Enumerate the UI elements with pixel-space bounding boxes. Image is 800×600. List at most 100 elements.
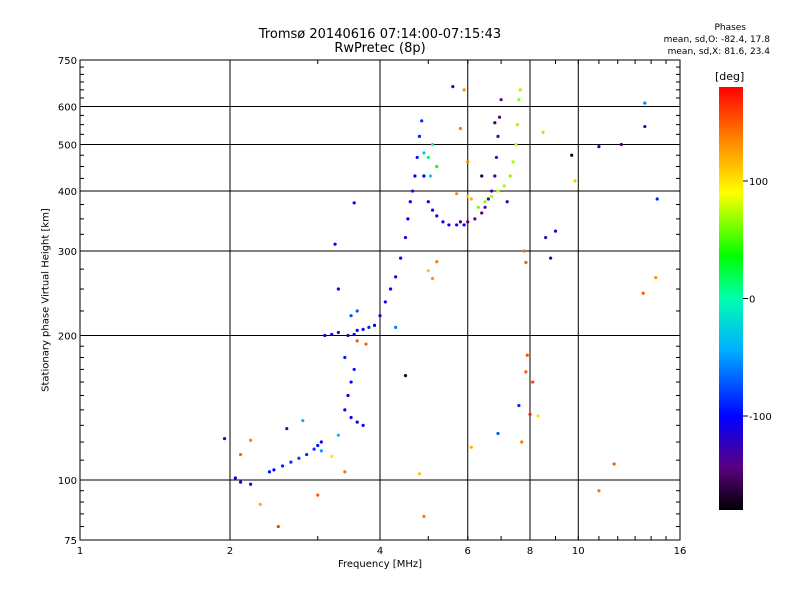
scatter-point-o <box>233 476 237 480</box>
scatter-point-x <box>469 197 473 201</box>
scatter-point-o <box>422 174 426 178</box>
scatter-point-scattered <box>403 374 408 378</box>
scatter-point-o <box>361 423 365 427</box>
scatter-point-o <box>415 155 419 160</box>
scatter-point-o <box>394 275 398 279</box>
scatter-point-x <box>426 155 430 160</box>
phase-statistics: Phases mean, sd,O: -82.4, 17.8 mean, sd,… <box>560 22 770 58</box>
scatter-point-scattered <box>352 201 356 205</box>
scatter-point-x <box>480 211 484 215</box>
scatter-point-o <box>280 464 285 468</box>
scatter-point-o <box>462 223 466 227</box>
scatter-point-x <box>517 98 521 102</box>
scatter-point-scattered <box>654 276 658 280</box>
scatter-point-o <box>323 333 327 338</box>
scatter-point-x <box>486 197 490 201</box>
scatter-point-scattered <box>276 524 280 529</box>
data-points <box>222 85 659 529</box>
scatter-point-scattered <box>466 160 470 164</box>
scatter-point-x <box>514 142 518 147</box>
x-tick-label: 10 <box>572 546 585 557</box>
scatter-point-scattered <box>301 418 305 423</box>
scatter-point-o <box>238 480 243 484</box>
scatter-point-o <box>343 355 347 360</box>
chart-subtitle: RwPretec (8p) <box>334 41 426 56</box>
scatter-point-o <box>410 189 415 193</box>
scatter-point-o <box>388 287 393 291</box>
scatter-point-o <box>378 314 382 318</box>
scatter-point-x <box>435 164 439 169</box>
scatter-point-scattered <box>643 101 647 105</box>
scatter-point-scattered <box>597 145 601 149</box>
scatter-point-o <box>249 482 253 486</box>
x-tick-label: 16 <box>674 546 687 557</box>
y-tick-label: 100 <box>58 476 77 487</box>
x-tick-label: 8 <box>527 546 533 557</box>
x-tick-label: 2 <box>227 546 233 557</box>
scatter-point-scattered <box>330 454 334 459</box>
scatter-point-scattered <box>336 433 340 437</box>
colorbar-tick-label: 100 <box>749 177 768 188</box>
scatter-point-o <box>349 380 353 384</box>
scatter-point-o <box>316 443 320 448</box>
scatter-point-scattered <box>316 493 320 497</box>
scatter-point-o <box>305 452 309 457</box>
scatter-point-scattered <box>451 85 455 89</box>
y-tick-label: 750 <box>58 56 77 67</box>
phase-colorbar <box>719 87 743 510</box>
scatter-point-o <box>372 323 377 327</box>
scatter-point-o <box>312 447 316 451</box>
scatter-point-scattered <box>319 449 323 453</box>
scatter-point-x <box>490 194 494 198</box>
scatter-point-o <box>267 470 272 474</box>
scatter-point-o <box>319 440 323 444</box>
y-tick-label: 300 <box>58 247 77 258</box>
phase-o-stats: mean, sd,O: -82.4, 17.8 <box>663 35 770 45</box>
scatter-point-o <box>349 314 353 318</box>
y-tick-label: 500 <box>58 141 77 152</box>
scatter-point-scattered <box>522 249 527 253</box>
colorbar-tick-label: -100 <box>749 412 772 423</box>
chart-title: Tromsø 20140616 07:14:00-07:15:43 <box>258 27 502 42</box>
scatter-point-scattered <box>536 414 540 418</box>
x-tick-label: 4 <box>377 546 383 557</box>
scatter-point-scattered <box>435 260 439 264</box>
scatter-point-scattered <box>430 276 435 281</box>
scatter-point-scattered <box>520 440 524 444</box>
scatter-point-x <box>476 205 480 209</box>
scatter-point-o <box>330 332 334 337</box>
scatter-point-scattered <box>612 462 616 466</box>
scatter-point-x <box>466 194 470 198</box>
scatter-point-x <box>497 115 502 119</box>
scatter-point-o <box>336 330 340 335</box>
scatter-point-o <box>352 367 356 372</box>
scatter-point-o <box>408 200 412 204</box>
scatter-point-scattered <box>619 142 623 147</box>
scatter-point-scattered <box>458 126 463 131</box>
scatter-point-o <box>399 256 403 260</box>
scatter-point-scattered <box>394 325 398 329</box>
scatter-point-scattered <box>553 229 558 233</box>
scatter-point-scattered <box>524 260 528 265</box>
scatter-point-o <box>289 460 293 464</box>
scatter-point-scattered <box>469 445 473 449</box>
scatter-point-scattered <box>544 235 548 240</box>
scatter-point-scattered <box>641 291 645 295</box>
x-axis-label: Frequency [MHz] <box>337 559 423 570</box>
scatter-point-x <box>428 174 433 178</box>
y-tick-label: 75 <box>64 536 77 547</box>
scatter-point-o <box>352 332 356 337</box>
scatter-point-scattered <box>549 256 553 260</box>
scatter-point-scattered <box>570 153 574 157</box>
scatter-point-scattered <box>364 342 368 346</box>
scatter-point-o <box>355 328 359 332</box>
scatter-point-x <box>422 151 426 155</box>
scatter-point-o <box>455 223 459 227</box>
scatter-point-x <box>518 88 522 92</box>
scatter-point-scattered <box>541 130 545 134</box>
colorbar-tick-label: 0 <box>749 295 755 306</box>
scatter-point-x <box>508 174 512 178</box>
scatter-point-o <box>417 134 422 138</box>
scatter-point-scattered <box>525 353 529 357</box>
scatter-point-x <box>483 200 487 204</box>
